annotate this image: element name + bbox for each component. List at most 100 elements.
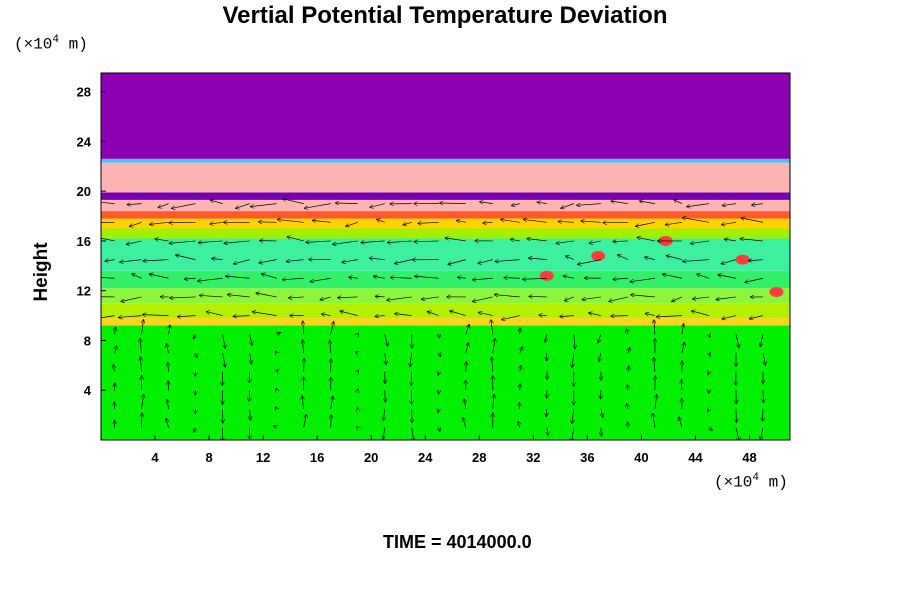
wind-vector-148 [735, 334, 739, 347]
wind-vector-293 [581, 221, 601, 222]
wind-vector-228 [176, 255, 196, 260]
wind-vector-301 [127, 204, 142, 205]
wind-vector-124 [762, 352, 765, 365]
wind-vector-240 [495, 260, 520, 262]
x-tick-label: 4 [151, 450, 159, 465]
wind-vector-299 [741, 218, 764, 223]
wind-vector-206 [262, 274, 277, 279]
y-axis-label: Height [31, 242, 52, 302]
wind-vector-81 [277, 370, 278, 372]
x-tick-label: 48 [742, 450, 756, 465]
wind-vector-139 [491, 320, 493, 335]
wind-vector-242 [566, 256, 574, 260]
wind-vector-302 [158, 203, 169, 208]
wind-vector-209 [349, 277, 358, 278]
wind-vector-176 [121, 296, 142, 302]
wind-vector-84 [358, 371, 359, 372]
wind-vector-230 [234, 259, 250, 264]
wind-vector-90 [520, 366, 521, 372]
wind-vector-297 [683, 218, 710, 223]
wind-vector-186 [387, 296, 412, 300]
wind-vector-221 [663, 274, 682, 279]
plot-frame [100, 72, 791, 441]
wind-vector-283 [313, 220, 331, 222]
y-axis-unit: (×104 m) [14, 34, 88, 54]
wind-vector-152 [143, 315, 169, 316]
wind-vector-306 [251, 203, 277, 207]
wind-vector-219 [613, 278, 628, 279]
x-tick-label: 12 [256, 450, 270, 465]
wind-vector-227 [143, 260, 169, 261]
wind-vector-126 [142, 320, 144, 335]
heatmap-band-1 [101, 318, 790, 326]
wind-vector-181 [256, 293, 277, 298]
wind-vector-265 [511, 239, 520, 241]
wind-vector-184 [338, 297, 358, 298]
wind-vector-238 [448, 259, 466, 265]
x-axis-ticks: 4 8 12 16 20 24 28 32 36 40 44 48 [151, 435, 757, 465]
wind-vector-119 [628, 348, 630, 354]
wind-vector-298 [722, 221, 737, 224]
heatmap-hotspot-3 [735, 254, 750, 265]
wind-vector-153 [178, 316, 196, 317]
x-tick-label: 8 [205, 450, 212, 465]
wind-vector-226 [120, 259, 142, 262]
wind-vector-296 [665, 221, 682, 225]
wind-vector-287 [418, 222, 439, 223]
time-label: TIME = 4014000.0 [383, 532, 532, 552]
wind-vector-170 [645, 313, 655, 315]
wind-vector-60 [385, 390, 386, 401]
wind-vector-207 [283, 278, 304, 279]
wind-vector-154 [207, 312, 223, 316]
wind-vector-263 [445, 238, 466, 242]
wind-vector-131 [277, 332, 281, 334]
wind-vector-267 [556, 240, 574, 243]
wind-vector-127 [169, 325, 170, 335]
heatmap-band-7 [101, 218, 790, 229]
wind-vector-292 [558, 221, 574, 222]
wind-vector-272 [691, 240, 709, 244]
wind-vector-318 [577, 204, 601, 206]
wind-vector-310 [370, 203, 385, 208]
wind-vector-150 [101, 315, 115, 319]
wind-vector-290 [501, 219, 520, 223]
wind-vector-247 [683, 260, 709, 262]
wind-vector-254 [199, 241, 223, 243]
y-tick-label: 24 [77, 134, 92, 149]
wind-vector-56 [276, 388, 277, 390]
wind-vector-45 [655, 395, 657, 409]
wind-vector-316 [537, 202, 547, 204]
y-axis-ticks: 4 8 12 16 20 24 28 [77, 85, 106, 398]
wind-vector-6 [274, 426, 277, 428]
wind-vector-24 [760, 427, 764, 440]
wind-vector-259 [333, 240, 358, 244]
heatmap-bands [101, 73, 790, 440]
wind-vector-288 [457, 220, 466, 222]
wind-vector-168 [589, 313, 601, 316]
wind-vector-202 [149, 274, 169, 279]
wind-vector-129 [222, 334, 226, 348]
heatmap-band-6 [101, 228, 790, 239]
wind-vector-155 [233, 316, 250, 317]
wind-vector-294 [603, 222, 628, 223]
wind-vector-191 [529, 296, 547, 297]
wind-vector-37 [438, 409, 439, 413]
heatmap-band-4 [101, 270, 790, 289]
wind-vectors [101, 199, 766, 440]
wind-vector-132 [303, 321, 304, 335]
wind-vector-43 [601, 408, 603, 417]
wind-vector-159 [340, 311, 358, 316]
wind-vector-169 [611, 316, 628, 317]
wind-vector-7 [303, 415, 307, 428]
wind-vector-143 [598, 334, 602, 342]
wind-vector-243 [578, 259, 601, 265]
wind-vector-217 [563, 276, 574, 278]
y-tick-label: 4 [84, 383, 92, 398]
wind-vector-125 [115, 327, 116, 335]
wind-vector-44 [627, 404, 628, 409]
wind-vector-204 [198, 277, 223, 281]
wind-vector-303 [172, 203, 196, 209]
wind-vector-109 [356, 352, 358, 353]
heatmap-band-11 [101, 162, 790, 193]
wind-vector-185 [375, 296, 385, 297]
